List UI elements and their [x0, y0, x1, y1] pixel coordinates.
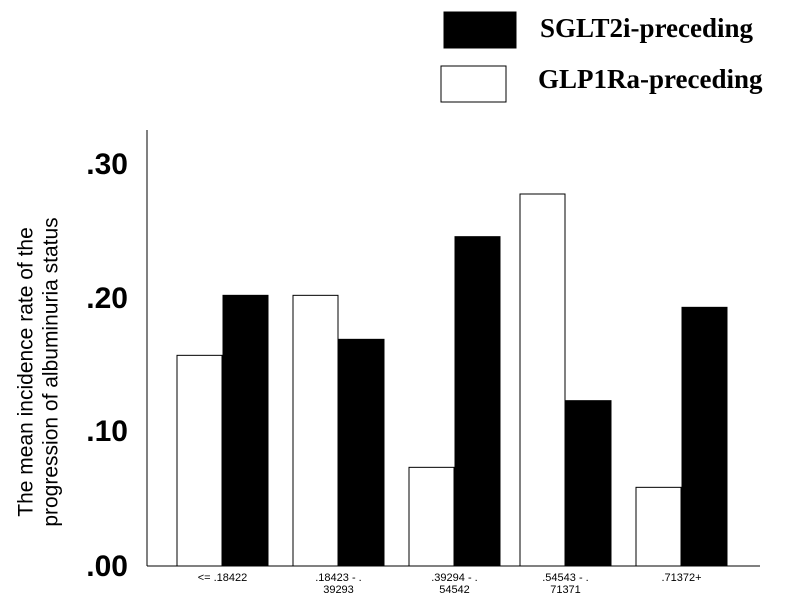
y-tick-label: .10	[86, 415, 128, 448]
bar-sglt2i-preceding-1	[222, 294, 269, 567]
bar-glp1ra-preceding-3	[408, 466, 455, 567]
bar-glp1ra-preceding-5	[635, 486, 682, 567]
x-tick-label: <= .18422	[198, 572, 248, 584]
bar-glp1ra-preceding-2	[292, 294, 339, 567]
legend: SGLT2i-preceding GLP1Ra-preceding	[440, 11, 763, 103]
y-tick-label: .20	[86, 282, 128, 315]
bar-sglt2i-preceding-2	[338, 338, 385, 567]
legend-label-glp1ra-preceding: GLP1Ra-preceding	[538, 64, 763, 94]
y-axis-label-line: progression of albuminuria status	[40, 217, 63, 526]
y-tick-label: .00	[86, 550, 128, 583]
axes	[146, 130, 760, 567]
x-tick-label: .39294 - . 54542	[431, 572, 477, 596]
legend-swatch-sglt2i-preceding	[443, 11, 517, 49]
x-axis-ticks: <= .18422 .18423 - . 39293 .39294 - . 54542.…	[198, 572, 702, 596]
bar-sglt2i-preceding-4	[565, 400, 612, 567]
x-tick-label: .18423 - . 39293	[315, 572, 361, 596]
legend-swatch-glp1ra-preceding	[440, 65, 507, 103]
y-tick-label: .30	[86, 148, 128, 181]
legend-label-sglt2i-preceding: SGLT2i-preceding	[540, 13, 754, 43]
bars	[176, 193, 728, 567]
bar-sglt2i-preceding-5	[681, 306, 728, 567]
x-tick-label: .54543 - . 71371	[542, 572, 588, 596]
x-tick-label: .71372+	[661, 572, 701, 584]
y-axis-label-line: The mean incidence rate of the	[15, 227, 38, 517]
y-axis-label: The mean incidence rate of the progressio…	[15, 217, 63, 526]
bar-sglt2i-preceding-3	[454, 236, 501, 567]
y-axis-ticks: .00 .10 .20 .30	[86, 148, 128, 583]
bar-glp1ra-preceding-4	[519, 193, 566, 567]
bar-glp1ra-preceding-1	[176, 354, 223, 567]
